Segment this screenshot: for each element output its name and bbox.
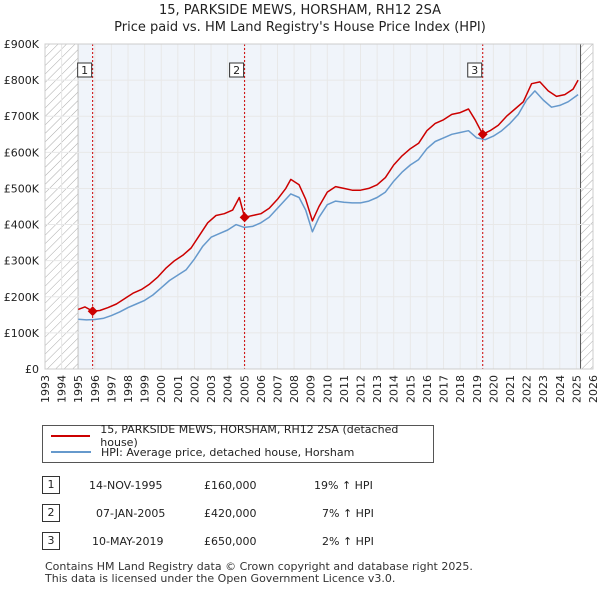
x-tick-label: 2014	[388, 375, 401, 403]
sale-label-text: 2	[233, 64, 240, 77]
x-tick-label: 2021	[504, 375, 517, 403]
x-tick-label: 2013	[371, 375, 384, 403]
x-tick-label: 2020	[487, 375, 500, 403]
x-tick-label: 2003	[205, 375, 218, 403]
x-tick-label: 2007	[271, 375, 284, 403]
footer: Contains HM Land Registry data © Crown c…	[45, 561, 473, 585]
footer-licence: This data is licensed under the Open Gov…	[45, 572, 396, 585]
y-tick-label: £200K	[4, 291, 40, 304]
sale-price: £420,000	[204, 506, 257, 520]
plot-border	[44, 43, 594, 370]
sale-label-box	[467, 62, 483, 78]
sale-point	[477, 129, 488, 140]
x-tick-label: 2008	[288, 375, 301, 403]
shaded-period	[78, 44, 581, 369]
legend-label-hpi: HPI: Average price, detached house, Hors…	[101, 445, 355, 459]
sale-hpi-delta: 19% ↑ HPI	[314, 478, 373, 492]
legend-item-price: 15, PARKSIDE MEWS, HORSHAM, RH12 2SA (de…	[51, 423, 433, 449]
sale-label-box	[229, 62, 245, 78]
legend-item-hpi: HPI: Average price, detached house, Hors…	[51, 444, 354, 460]
sale-hpi-delta: 2% ↑ HPI	[322, 534, 374, 548]
table-row: 2 07-JAN-2005 £420,000 7% ↑ HPI	[42, 499, 374, 527]
sale-label-text: 3	[471, 64, 478, 77]
x-tick-label: 2006	[255, 375, 268, 403]
x-tick-label: 2009	[305, 375, 318, 403]
hpi-line	[78, 90, 579, 321]
footer-copyright: Contains HM Land Registry data © Crown c…	[45, 560, 473, 573]
x-tick-label: 1995	[72, 375, 85, 403]
x-tick-label: 2024	[554, 375, 567, 403]
x-tick-label: 1997	[105, 375, 118, 403]
chart-title: 15, PARKSIDE MEWS, HORSHAM, RH12 2SA	[158, 3, 442, 18]
sale-point	[239, 212, 250, 223]
x-tick-label: 2023	[537, 375, 550, 403]
y-tick-label: £0	[25, 363, 39, 376]
x-tick-label: 1994	[56, 375, 69, 403]
sale-price: £160,000	[204, 478, 257, 492]
y-tick-label: £800K	[4, 74, 40, 87]
sale-label-text: 1	[81, 64, 88, 77]
y-tick-label: £400K	[4, 219, 40, 232]
x-tick-label: 2001	[172, 375, 185, 403]
hpi-line-swatch	[51, 451, 91, 453]
sale-date: 07-JAN-2005	[96, 506, 166, 520]
table-row: 3 10-MAY-2019 £650,000 2% ↑ HPI	[42, 527, 374, 555]
sale-label-box	[77, 62, 93, 78]
y-tick-label: £600K	[4, 146, 40, 159]
chart-subtitle: Price paid vs. HM Land Registry's House …	[114, 20, 486, 35]
x-tick-label: 2004	[222, 375, 235, 403]
sale-date: 10-MAY-2019	[92, 534, 164, 548]
x-tick-label: 2017	[438, 375, 451, 403]
y-tick-label: £100K	[4, 327, 40, 340]
table-row: 1 14-NOV-1995 £160,000 19% ↑ HPI	[42, 471, 374, 499]
x-tick-label: 2015	[404, 375, 417, 403]
x-tick-label: 2016	[421, 375, 434, 403]
price-line-swatch	[51, 435, 91, 437]
transactions-table: 1 14-NOV-1995 £160,000 19% ↑ HPI 2 07-JA…	[42, 471, 374, 555]
x-tick-label: 2000	[155, 375, 168, 403]
sale-price: £650,000	[204, 534, 257, 548]
x-tick-label: 2002	[188, 375, 201, 403]
x-tick-label: 1993	[39, 375, 52, 403]
price-chart: 1 2 3 £0 £100K £200K £300K £400K £500K £600K £700K…	[4, 38, 600, 403]
sale-number-badge: 2	[42, 504, 60, 522]
x-tick-label: 2005	[238, 375, 251, 403]
x-tick-label: 1996	[89, 375, 102, 403]
sale-number-badge: 1	[42, 476, 60, 494]
x-tick-label: 1998	[122, 375, 135, 403]
legend-label-price: 15, PARKSIDE MEWS, HORSHAM, RH12 2SA (de…	[100, 423, 399, 449]
x-tick-label: 2019	[471, 375, 484, 403]
y-tick-label: £500K	[4, 182, 40, 195]
x-tick-label: 2010	[321, 375, 334, 403]
x-tick-label: 2026	[587, 375, 600, 403]
y-tick-label: £300K	[4, 255, 40, 268]
x-tick-label: 2025	[570, 375, 583, 403]
sale-hpi-delta: 7% ↑ HPI	[322, 506, 374, 520]
x-tick-label: 1999	[139, 375, 152, 403]
x-tick-label: 2011	[338, 375, 351, 403]
sale-number-badge: 3	[42, 532, 60, 550]
sale-date: 14-NOV-1995	[89, 478, 163, 492]
legend: 15, PARKSIDE MEWS, HORSHAM, RH12 2SA (de…	[42, 423, 434, 463]
x-tick-label: 2018	[454, 375, 467, 403]
x-tick-label: 2012	[355, 375, 368, 403]
price-paid-line	[77, 79, 579, 312]
y-tick-label: £900K	[4, 38, 40, 51]
hatched-period	[580, 44, 593, 369]
y-tick-label: £700K	[4, 110, 40, 123]
x-tick-label: 2022	[521, 375, 534, 403]
